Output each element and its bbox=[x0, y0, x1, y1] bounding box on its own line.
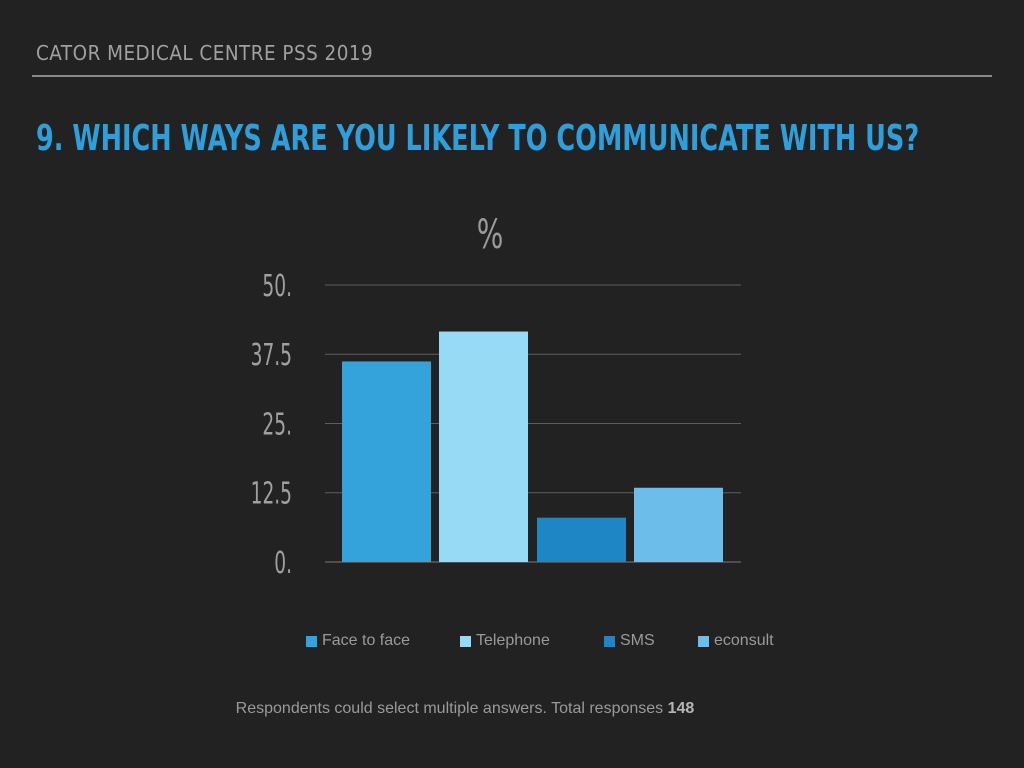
total-responses: 148 bbox=[667, 700, 695, 717]
legend-item: Telephone bbox=[460, 632, 550, 650]
legend-label: econsult bbox=[714, 632, 774, 649]
y-tick-label: 37.5 bbox=[251, 338, 292, 373]
chart-legend: Face to face Telephone SMS econsult bbox=[306, 632, 796, 652]
bar-sms bbox=[537, 517, 626, 562]
header-divider bbox=[32, 75, 992, 77]
bar-econsult bbox=[634, 487, 723, 562]
chart-title: % bbox=[477, 212, 504, 258]
header-title: CATOR MEDICAL CENTRE PSS 2019 bbox=[36, 41, 374, 65]
legend-item: Face to face bbox=[306, 632, 410, 650]
legend-swatch bbox=[460, 635, 471, 647]
legend-item: econsult bbox=[698, 632, 774, 650]
legend-swatch bbox=[698, 635, 709, 647]
y-tick-label: 50. bbox=[262, 268, 292, 303]
question-title: 9. WHICH WAYS ARE YOU LIKELY TO COMMUNIC… bbox=[36, 118, 920, 159]
legend-swatch bbox=[604, 635, 615, 647]
y-tick-label: 12.5 bbox=[251, 476, 292, 511]
footnote: Respondents could select multiple answer… bbox=[0, 700, 930, 718]
y-tick-label: 0. bbox=[274, 545, 292, 580]
legend-label: SMS bbox=[620, 632, 655, 649]
legend-label: Face to face bbox=[322, 632, 411, 649]
y-tick-label: 25. bbox=[262, 407, 292, 442]
footnote-text: Respondents could select multiple answer… bbox=[235, 700, 664, 717]
legend-item: SMS bbox=[604, 632, 655, 650]
legend-swatch bbox=[306, 635, 317, 647]
bar-chart: % 0. 12.5 25. 37.5 50. bbox=[251, 212, 741, 580]
legend-label: Telephone bbox=[476, 632, 550, 649]
bar-face-to-face bbox=[342, 361, 431, 562]
bar-telephone bbox=[439, 331, 528, 562]
